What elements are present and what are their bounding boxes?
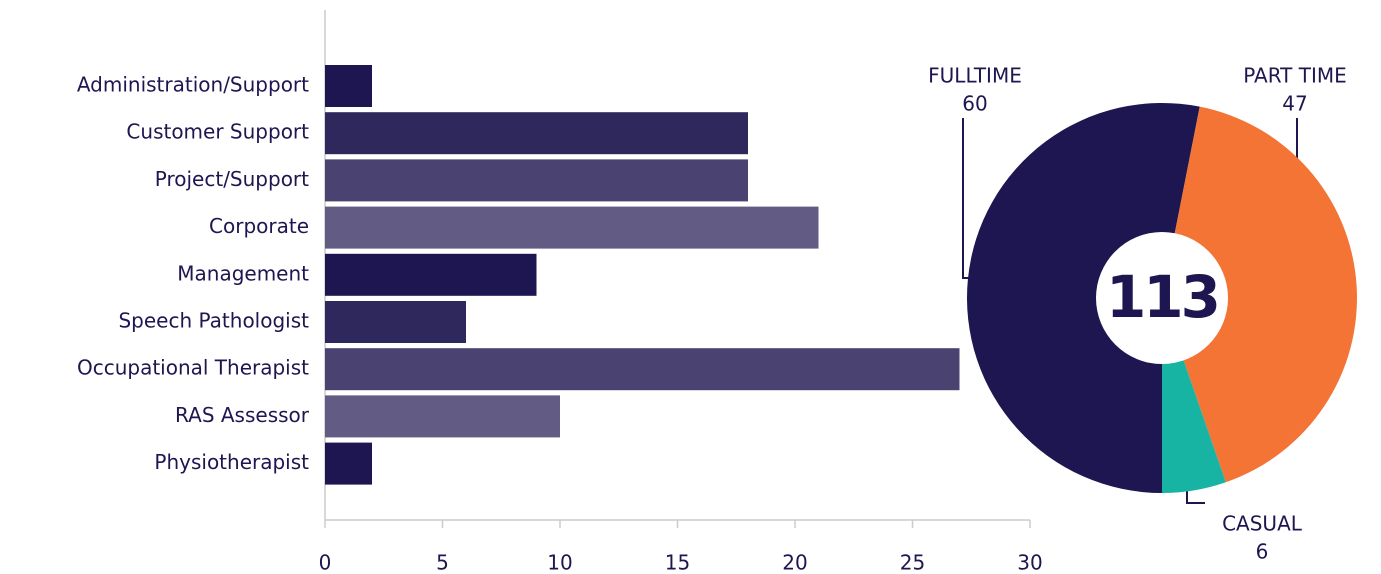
bar bbox=[325, 206, 819, 249]
bar bbox=[325, 442, 372, 485]
leader-line bbox=[962, 118, 972, 279]
bar bbox=[325, 348, 960, 391]
y-tick-label: Management bbox=[177, 261, 309, 285]
y-tick-label: Project/Support bbox=[155, 167, 309, 191]
x-tick-label: 5 bbox=[436, 551, 449, 574]
y-tick-label: Customer Support bbox=[126, 120, 309, 144]
slice-label: CASUAL bbox=[1222, 512, 1303, 536]
center-total: 113 bbox=[1106, 263, 1218, 331]
pie-slice bbox=[967, 103, 1200, 493]
x-tick-label: 10 bbox=[547, 551, 572, 574]
bar bbox=[325, 395, 560, 438]
y-tick-label: RAS Assessor bbox=[175, 403, 310, 427]
y-tick-label: Corporate bbox=[209, 214, 309, 238]
y-tick-label: Physiotherapist bbox=[154, 450, 309, 474]
y-tick-label: Administration/Support bbox=[77, 73, 309, 97]
bar bbox=[325, 253, 537, 296]
slice-label: PART TIME bbox=[1243, 64, 1347, 88]
x-tick-label: 15 bbox=[665, 551, 690, 574]
bar bbox=[325, 65, 372, 107]
x-tick-label: 25 bbox=[900, 551, 925, 574]
x-tick-label: 30 bbox=[1017, 551, 1042, 574]
donut-hole bbox=[1096, 232, 1228, 364]
pie-slice bbox=[1162, 106, 1357, 483]
bar bbox=[325, 112, 748, 155]
y-tick-label: Speech Pathologist bbox=[118, 309, 309, 333]
slice-label: FULLTIME bbox=[928, 64, 1022, 88]
slice-value: 60 bbox=[962, 92, 987, 116]
slice-value: 6 bbox=[1256, 540, 1269, 564]
x-tick-label: 20 bbox=[782, 551, 807, 574]
bar bbox=[325, 159, 748, 202]
bar bbox=[325, 301, 466, 343]
x-tick-label: 0 bbox=[319, 551, 332, 574]
y-tick-label: Occupational Therapist bbox=[77, 356, 309, 380]
slice-value: 47 bbox=[1282, 92, 1307, 116]
